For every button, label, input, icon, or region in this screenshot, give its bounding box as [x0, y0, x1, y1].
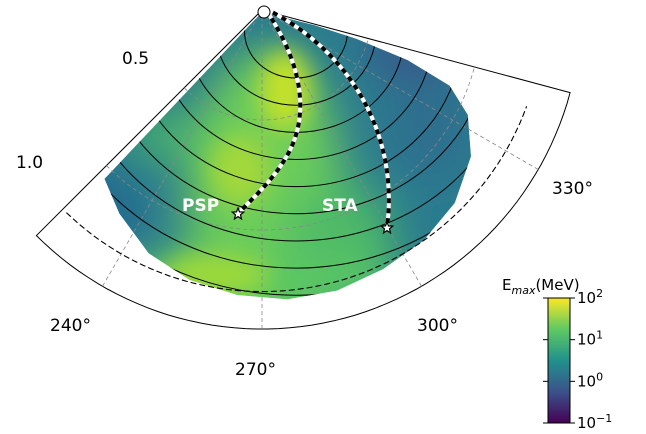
colorbar-ticks: 102 101 100 10−1: [543, 287, 612, 432]
colorbar-tick-label-0: 102: [577, 287, 603, 307]
angular-tick-0: 240°: [50, 316, 91, 336]
spacecraft-marker-psp: [230, 206, 246, 221]
contour-8: [104, 12, 471, 269]
angular-tick-1: 270°: [235, 360, 276, 380]
contour-9: [104, 12, 471, 296]
reference-arc: [66, 106, 528, 293]
contour-7: [104, 12, 471, 242]
colorbar-tick-label-2: 100: [577, 370, 603, 390]
spacecraft-label-sta: STA: [322, 196, 359, 216]
contour-6: [104, 12, 471, 215]
angular-tick-3: 330°: [552, 179, 593, 199]
colorbar-gradient: [547, 297, 571, 424]
colorbar-tick-label-3: 10−1: [577, 412, 612, 432]
colorbar-tick-label-1: 101: [577, 329, 603, 349]
colorbar-label: Emax(MeV): [502, 276, 580, 297]
radial-tick-1: 1.0: [16, 153, 43, 173]
heat-peak-upper: [260, 50, 310, 130]
colorbar: Emax(MeV) 102 101 100 10−1: [502, 276, 612, 432]
field-line-sta: [263, 6, 391, 229]
heat-peak-center: [210, 135, 270, 205]
spacecraft-marker-sta: [379, 220, 395, 235]
polar-grid: [66, 9, 539, 329]
heatmap-peaks: [160, 50, 310, 297]
spacecraft-label-psp: PSP: [182, 196, 219, 216]
axis-labels: 240° 270° 300° 330° 0.5 1.0: [16, 49, 593, 380]
field-lines: [236, 5, 391, 229]
sun-marker: [257, 5, 271, 19]
angular-tick-2: 300°: [417, 316, 458, 336]
field-line-psp: [236, 8, 303, 216]
grid-arc-0: [183, 38, 369, 121]
spacecraft-markers: PSP STA: [182, 196, 395, 235]
radial-tick-0: 0.5: [122, 49, 149, 69]
